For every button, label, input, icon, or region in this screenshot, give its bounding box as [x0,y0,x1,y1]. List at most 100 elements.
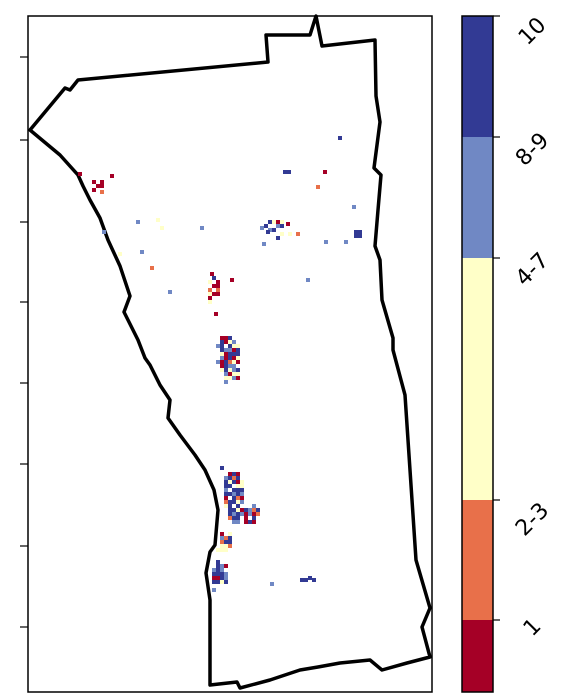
patch-cell [224,476,228,480]
patch-cell [354,234,358,238]
patch-cell [224,340,228,344]
patch-cell [220,344,224,348]
patch-cell [276,236,280,240]
patch-cell [228,480,232,484]
patch-cell [156,218,160,222]
patch-cell [240,496,244,500]
patch-cell [220,568,224,572]
patch-cell [216,568,220,572]
patch-cell [236,512,240,516]
patch-cell [248,508,252,512]
patch-cell [287,170,291,174]
patch-cell [216,548,220,552]
patch-cell [244,520,248,524]
colorbar-segment-10 [462,16,493,137]
patch-cell [228,348,232,352]
patch-cell [228,368,232,372]
patch-cell [240,492,244,496]
patch-cell [236,352,240,356]
patch-cell [224,348,228,352]
patch-cell [136,220,140,224]
patch-cell [224,576,228,580]
patch-cell [212,576,216,580]
patch-cell [232,496,236,500]
patch-cell [252,520,256,524]
patch-cell [280,232,284,236]
patch-cell [252,508,256,512]
patch-cell [100,190,104,194]
patch-cell [228,516,232,520]
patch-cell [296,232,300,236]
patch-cell [236,516,240,520]
patch-cell [212,572,216,576]
patch-cell [224,368,228,372]
patch-cell [224,580,228,584]
patch-cell [228,544,232,548]
patch-cell [232,508,236,512]
patch-cell [256,512,260,516]
patch-cell [260,226,264,230]
patch-cell [224,352,228,356]
patch-cell [214,312,218,316]
patch-cell [280,224,284,228]
patch-cell [230,278,234,282]
patch-cell [316,185,320,189]
patch-cell [232,516,236,520]
patch-cell [232,500,236,504]
patch-cell [224,360,228,364]
patch-cell [224,480,228,484]
patch-cell [232,368,236,372]
patch-cell [232,356,236,360]
patch-cell [240,480,244,484]
patch-cell [236,504,240,508]
patch-cell [256,508,260,512]
patch-cell [220,336,224,340]
patch-cell [220,348,224,352]
patch-cell [220,544,224,548]
patch-cell [228,352,232,356]
patch-cell [160,226,164,230]
patch-cell [236,492,240,496]
patch-cell [240,488,244,492]
patch-cell [228,500,232,504]
patch-cell [228,536,232,540]
patch-cell [308,576,312,580]
patch-cell [216,288,220,292]
patch-cell [224,536,228,540]
patch-cell [338,136,342,140]
patch-cell [110,174,114,178]
patch-cell [352,205,356,209]
patch-cell [212,284,216,288]
colorbar-label-8-9: 8-9 [511,128,554,171]
patch-cell [208,300,212,304]
patch-cell [324,240,328,244]
patch-cell [232,492,236,496]
patch-cell [264,224,268,228]
patch-cell [216,580,220,584]
patch-cell [220,564,224,568]
patch-cell [272,220,276,224]
patch-cell [266,230,270,234]
patch-cell [212,580,216,584]
patch-cell [220,532,224,536]
patch-cell [240,508,244,512]
patch-cell [240,484,244,488]
patch-cell [228,532,232,536]
patch-cell [224,492,228,496]
patch-cell [224,356,228,360]
patch-cell [228,364,232,368]
patch-cell [200,226,204,230]
colorbar-segment-8-9 [462,137,493,258]
patch-cell [208,288,212,292]
patch-cell [224,488,228,492]
patch-cell [228,540,232,544]
patch-cell [212,568,216,572]
patch-cell [228,512,232,516]
patch-cell [212,292,216,296]
patch-cell [224,336,228,340]
patch-cell [232,512,236,516]
patch-cell [228,376,232,380]
patch-cell [244,508,248,512]
patch-cell [208,292,212,296]
patch-cell [286,222,290,226]
